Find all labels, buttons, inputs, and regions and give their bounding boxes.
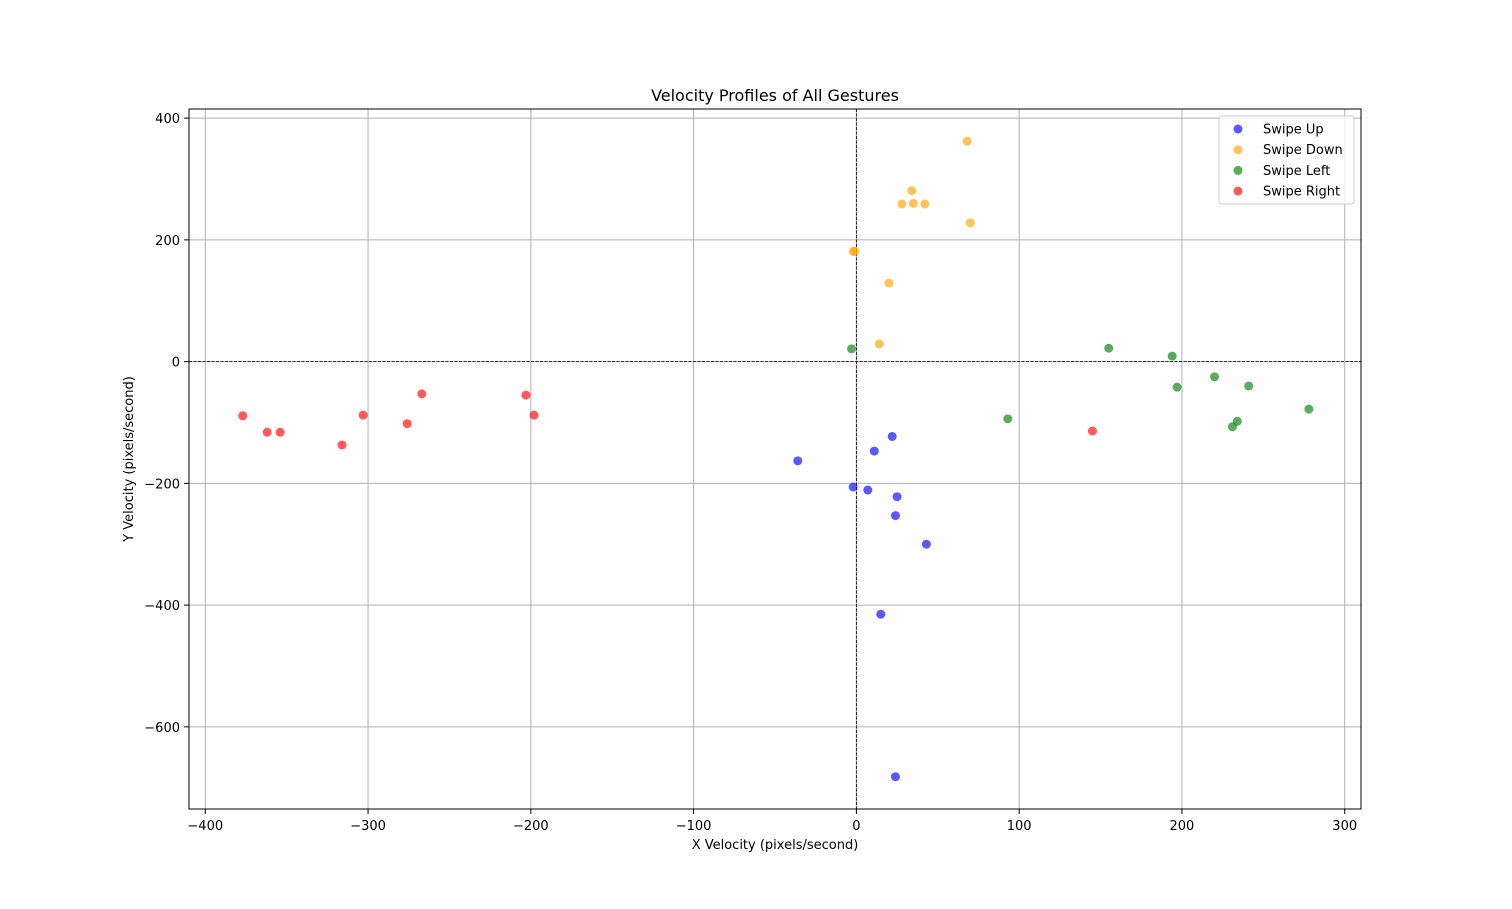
legend-marker-swipe-down — [1233, 145, 1243, 155]
swipe-up-point — [887, 431, 897, 441]
swipe-left-point — [847, 344, 857, 354]
chart-title: Velocity Profiles of All Gestures — [651, 86, 899, 105]
y-tick-label: 200 — [155, 234, 180, 249]
x-axis-ticks: −400 −300 −200 −100 0 100 200 300 — [187, 809, 1357, 834]
swipe-left-point — [1210, 372, 1219, 382]
y-tick-label: 400 — [155, 112, 180, 127]
legend-label-swipe-down: Swipe Down — [1263, 143, 1343, 158]
swipe-up-point — [863, 485, 873, 495]
swipe-up-point — [890, 511, 900, 521]
legend-box — [1218, 115, 1355, 205]
x-axis-label: X Velocity (pixels/second) — [692, 838, 859, 853]
swipe-up-point — [890, 772, 900, 782]
swipe-right-point — [529, 410, 539, 420]
y-axis-ticks: 400 200 0 −200 −400 −600 — [144, 112, 189, 736]
swipe-down-point — [962, 136, 972, 146]
swipe-up-point — [848, 482, 858, 492]
swipe-down-point — [920, 199, 930, 209]
x-tick-label: 0 — [852, 819, 860, 834]
zero-lines — [189, 109, 1361, 809]
swipe-left-point — [1244, 381, 1254, 391]
legend-label-swipe-up: Swipe Up — [1263, 123, 1324, 138]
swipe-right-point — [521, 390, 531, 400]
legend-label-swipe-left: Swipe Left — [1263, 164, 1330, 179]
swipe-left-point — [1003, 414, 1013, 424]
legend-marker-swipe-left — [1233, 165, 1243, 175]
legend-label-swipe-right: Swipe Right — [1263, 185, 1340, 200]
swipe-right-point — [417, 389, 427, 399]
legend-marker-swipe-up — [1233, 124, 1243, 134]
x-tick-label: 200 — [1170, 819, 1195, 834]
plot-area — [189, 109, 1361, 809]
y-tick-label: −400 — [144, 599, 180, 614]
legend: Swipe Up Swipe Down Swipe Left Swipe Right — [1218, 115, 1355, 205]
swipe-left-point — [1104, 343, 1114, 353]
swipe-left-point — [1172, 382, 1182, 392]
x-tick-label: −400 — [187, 819, 223, 834]
data-points — [238, 136, 1314, 782]
swipe-down-point — [908, 198, 918, 208]
swipe-right-point — [275, 427, 285, 437]
x-tick-label: −200 — [513, 819, 549, 834]
swipe-left-point — [1304, 404, 1314, 414]
swipe-left-point — [1227, 422, 1237, 432]
swipe-down-point — [874, 339, 884, 349]
swipe-up-point — [793, 456, 803, 466]
x-tick-label: −300 — [350, 819, 386, 834]
y-tick-label: −200 — [144, 477, 180, 492]
swipe-down-point — [850, 246, 860, 256]
swipe-up-point — [876, 609, 886, 619]
swipe-down-point — [884, 278, 894, 288]
legend-marker-swipe-right — [1233, 186, 1243, 196]
x-tick-label: 300 — [1332, 819, 1357, 834]
y-tick-label: −600 — [144, 721, 180, 736]
y-tick-label: 0 — [172, 356, 180, 371]
swipe-down-point — [907, 186, 917, 196]
swipe-left-point — [1167, 351, 1177, 361]
swipe-up-point — [892, 492, 902, 502]
swipe-up-point — [869, 446, 879, 456]
x-tick-label: −100 — [676, 819, 712, 834]
swipe-right-point — [238, 411, 248, 421]
swipe-right-point — [262, 427, 272, 437]
swipe-down-point — [897, 199, 907, 209]
swipe-right-point — [337, 440, 347, 450]
swipe-down-point — [965, 218, 975, 228]
swipe-right-point — [402, 419, 412, 429]
swipe-up-point — [921, 539, 931, 549]
x-tick-label: 100 — [1007, 819, 1032, 834]
swipe-right-point — [1087, 426, 1097, 436]
plot-frame — [188, 108, 1362, 810]
y-axis-label: Y Velocity (pixels/second) — [122, 376, 137, 543]
swipe-right-point — [358, 410, 368, 420]
